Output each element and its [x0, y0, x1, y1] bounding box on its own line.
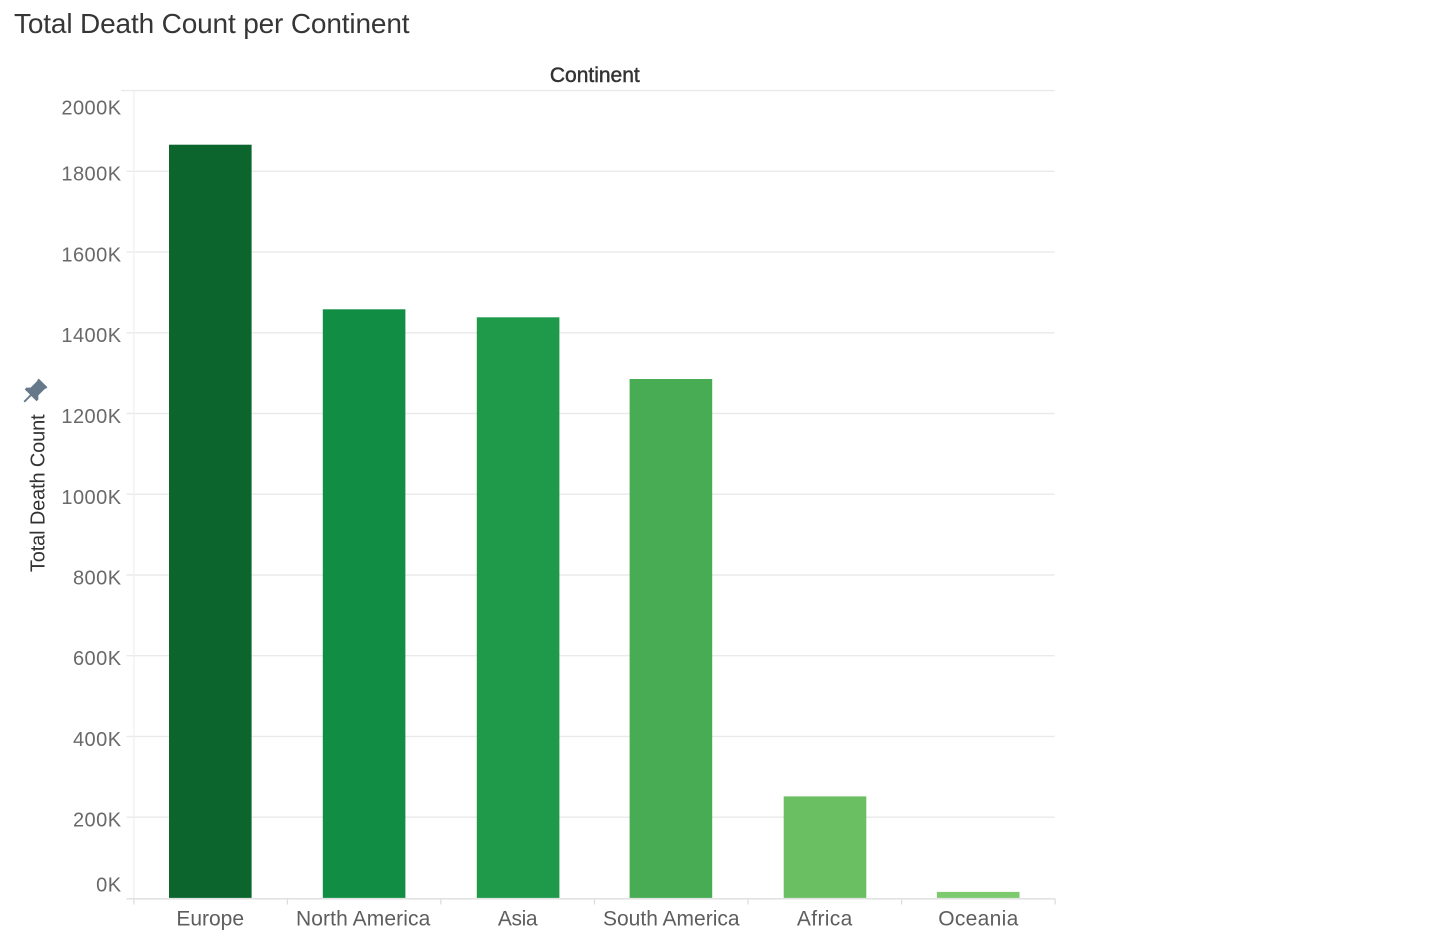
svg-text:1800K: 1800K — [61, 164, 121, 186]
svg-text:1600K: 1600K — [61, 245, 121, 267]
svg-text:200K: 200K — [73, 810, 122, 832]
svg-text:1200K: 1200K — [61, 406, 121, 428]
svg-text:800K: 800K — [73, 567, 122, 589]
svg-text:Europe: Europe — [176, 908, 244, 931]
svg-text:Asia: Asia — [498, 908, 538, 931]
svg-text:Africa: Africa — [797, 908, 853, 931]
svg-text:Total Death Count per Continen: Total Death Count per Continent — [14, 8, 410, 39]
svg-text:Oceania: Oceania — [938, 908, 1018, 931]
svg-text:0K: 0K — [96, 875, 122, 897]
svg-text:Total Death Count: Total Death Count — [27, 414, 49, 572]
svg-text:South America: South America — [603, 908, 740, 931]
svg-text:Continent: Continent — [550, 64, 640, 87]
svg-text:1000K: 1000K — [61, 487, 121, 509]
svg-text:North America: North America — [296, 908, 431, 931]
svg-text:1400K: 1400K — [61, 325, 121, 347]
svg-text:600K: 600K — [73, 648, 122, 670]
svg-text:2000K: 2000K — [61, 97, 121, 119]
svg-text:400K: 400K — [73, 729, 122, 751]
